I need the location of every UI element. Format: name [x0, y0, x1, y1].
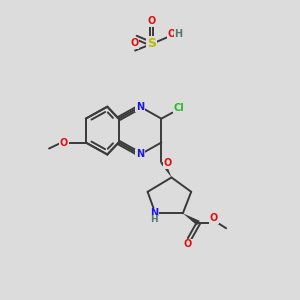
Polygon shape — [160, 160, 172, 178]
Text: H: H — [150, 215, 158, 224]
Text: N: N — [136, 102, 144, 112]
Polygon shape — [183, 213, 200, 225]
Text: N: N — [136, 149, 144, 160]
Text: O: O — [147, 16, 156, 26]
Text: N: N — [150, 208, 158, 218]
Text: Cl: Cl — [174, 103, 184, 113]
Text: S: S — [147, 38, 156, 50]
Text: O: O — [130, 38, 139, 48]
Text: O: O — [164, 158, 172, 168]
Text: O: O — [60, 137, 68, 148]
Text: O: O — [210, 213, 218, 223]
Text: O: O — [167, 29, 175, 39]
Text: H: H — [174, 29, 182, 39]
Text: O: O — [184, 239, 192, 249]
